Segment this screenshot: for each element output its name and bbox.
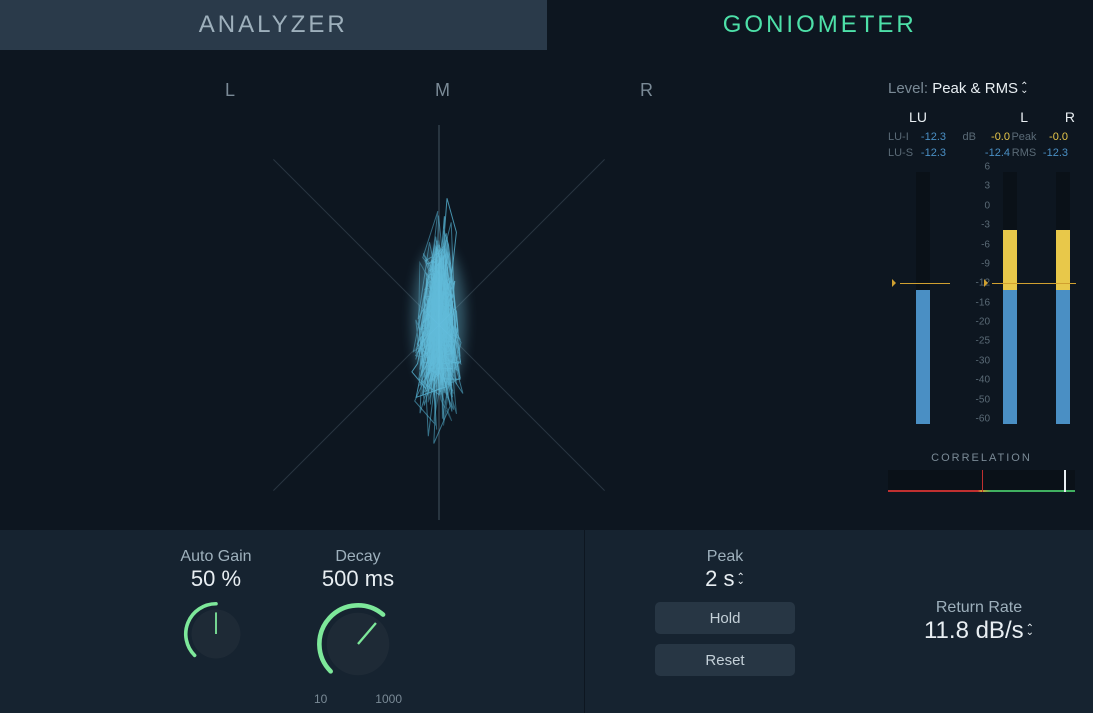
lu-i-label: LU-I	[888, 129, 916, 145]
return-rate-title: Return Rate	[936, 599, 1022, 617]
return-rate-select[interactable]: 11.8 dB/s	[924, 617, 1034, 645]
decay-value[interactable]: 500 ms	[312, 566, 404, 592]
meter-header-lu: LU	[888, 109, 948, 125]
chevron-updown-icon	[1026, 625, 1034, 637]
gonio-label-m: M	[435, 80, 450, 101]
decay-min: 10	[314, 692, 327, 706]
meter-header-l: L	[983, 109, 1028, 125]
peak-label: Peak	[1010, 129, 1038, 145]
r-peak-value: -0.0	[1038, 129, 1068, 145]
lu-i-value: -12.3	[916, 129, 946, 145]
meters-panel: Level: Peak & RMS LU L R LU-I -12.3 dB -…	[878, 50, 1093, 530]
gonio-label-l: L	[225, 80, 235, 101]
correlation-meter	[888, 470, 1075, 492]
lu-s-value: -12.3	[916, 145, 946, 161]
l-peak-value: -0.0	[976, 129, 1010, 145]
meter-bars: 630-3-6-9-12-16-20-25-30-40-50-60	[888, 167, 1075, 432]
l-rms-value: -12.4	[976, 145, 1010, 161]
decay-title: Decay	[312, 548, 404, 566]
decay-knob[interactable]	[312, 598, 404, 690]
goniometer-scope	[159, 100, 719, 530]
hold-button[interactable]: Hold	[655, 602, 795, 634]
peak-value-select[interactable]: 2 s	[705, 566, 745, 592]
r-rms-value: -12.3	[1038, 145, 1068, 161]
rms-label: RMS	[1010, 145, 1038, 161]
goniometer-display: L M R	[0, 50, 878, 530]
level-mode-select[interactable]: Peak & RMS	[932, 80, 1028, 97]
tab-analyzer[interactable]: ANALYZER	[0, 0, 547, 50]
auto-gain-knob[interactable]	[180, 598, 252, 670]
gonio-label-r: R	[640, 80, 653, 101]
auto-gain-title: Auto Gain	[180, 548, 252, 566]
meter-header-r: R	[1028, 109, 1075, 125]
reset-button[interactable]: Reset	[655, 644, 795, 676]
auto-gain-value[interactable]: 50 %	[180, 566, 252, 592]
chevron-updown-icon	[1020, 83, 1028, 95]
db-label: dB	[958, 129, 976, 145]
level-label: Level:	[888, 80, 928, 97]
decay-max: 1000	[375, 692, 402, 706]
lu-s-label: LU-S	[888, 145, 916, 161]
tab-goniometer[interactable]: GONIOMETER	[547, 0, 1093, 50]
chevron-updown-icon	[736, 574, 744, 586]
correlation-label: CORRELATION	[888, 452, 1075, 464]
peak-title: Peak	[707, 548, 743, 566]
